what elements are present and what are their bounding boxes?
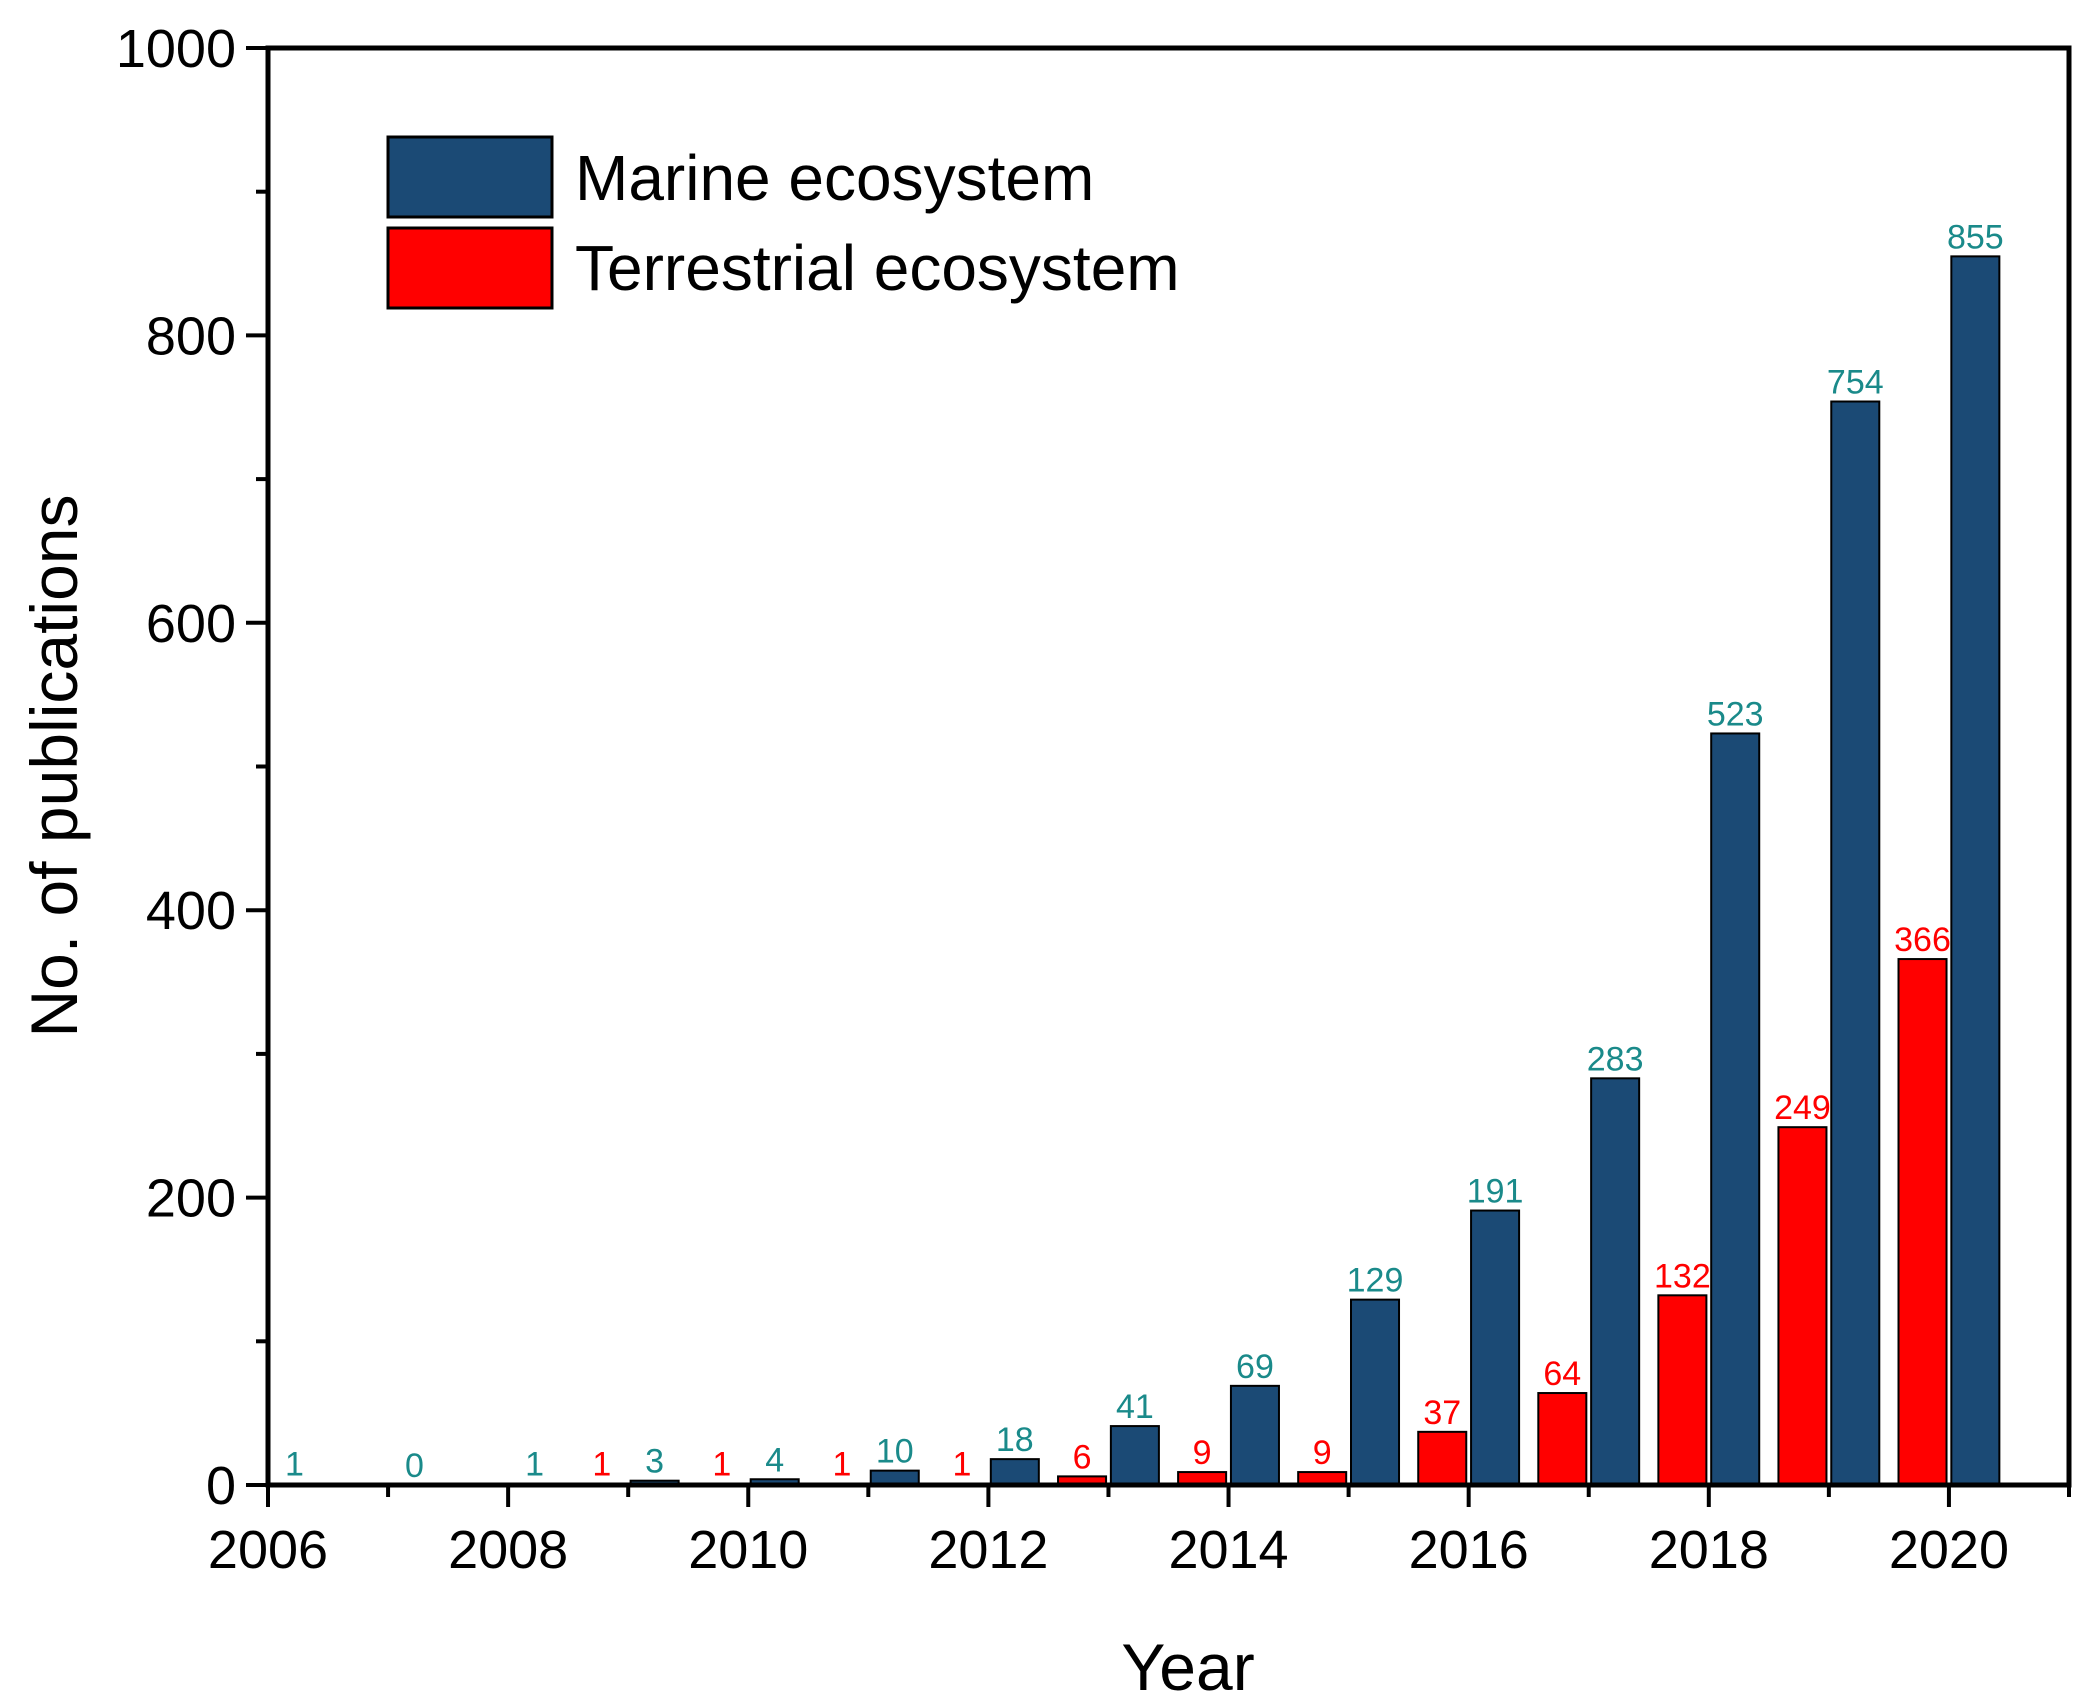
legend-label-marine: Marine ecosystem	[575, 142, 1094, 214]
x-tick-label-2020: 2020	[1889, 1520, 2009, 1580]
value-label-marine-2011: 10	[876, 1433, 914, 1471]
value-label-terrestrial-2016: 37	[1423, 1394, 1461, 1432]
bar-terrestrial-2018	[1657, 1294, 1708, 1487]
value-label-marine-2008: 1	[525, 1446, 544, 1484]
bars-layer	[269, 255, 2001, 1487]
x-tick-label-2014: 2014	[1168, 1520, 1288, 1580]
bar-terrestrial-2019	[1777, 1126, 1828, 1486]
value-label-marine-2014: 69	[1236, 1348, 1274, 1386]
y-tick-label-1000: 1000	[116, 19, 236, 79]
bar-marine-2013	[1109, 1425, 1160, 1487]
value-label-marine-2006: 1	[285, 1446, 304, 1484]
value-label-terrestrial-2012: 1	[953, 1446, 972, 1484]
x-tick-label-2018: 2018	[1649, 1520, 1769, 1580]
bar-terrestrial-2017	[1537, 1392, 1588, 1486]
y-axis-title: No. of publications	[17, 495, 91, 1038]
bar-marine-2017	[1590, 1077, 1641, 1486]
value-label-terrestrial-2018: 132	[1654, 1257, 1711, 1295]
bar-marine-2015	[1350, 1298, 1401, 1486]
value-label-terrestrial-2015: 9	[1313, 1434, 1332, 1472]
y-tick-label-600: 600	[146, 594, 236, 654]
y-tick-label-200: 200	[146, 1169, 236, 1229]
value-label-marine-2010: 4	[765, 1441, 784, 1479]
x-axis-title: Year	[1121, 1630, 1254, 1702]
value-label-marine-2013: 41	[1116, 1388, 1154, 1426]
value-label-marine-2020: 855	[1947, 218, 2004, 256]
value-label-marine-2012: 18	[996, 1421, 1034, 1459]
x-tick-label-2010: 2010	[688, 1520, 808, 1580]
legend-label-terrestrial: Terrestrial ecosystem	[575, 232, 1180, 304]
value-label-terrestrial-2013: 6	[1073, 1438, 1092, 1476]
value-label-marine-2016: 191	[1467, 1173, 1524, 1211]
value-label-marine-2019: 754	[1827, 364, 1884, 402]
x-tick-label-2012: 2012	[928, 1520, 1048, 1580]
y-tick-label-400: 400	[146, 881, 236, 941]
bar-terrestrial-2020	[1897, 958, 1948, 1486]
legend-swatch-terrestrial	[386, 226, 554, 310]
x-tick-label-2006: 2006	[208, 1520, 328, 1580]
bar-terrestrial-2016	[1417, 1430, 1468, 1487]
value-label-marine-2007: 0	[405, 1447, 424, 1485]
value-label-terrestrial-2009: 1	[592, 1446, 611, 1484]
bar-marine-2020	[1950, 255, 2001, 1486]
value-label-marine-2015: 129	[1347, 1262, 1404, 1300]
value-label-terrestrial-2020: 366	[1894, 921, 1951, 959]
value-label-terrestrial-2017: 64	[1543, 1355, 1581, 1393]
value-label-terrestrial-2019: 249	[1774, 1089, 1831, 1127]
value-label-marine-2018: 523	[1707, 695, 1764, 733]
bar-marine-2014	[1229, 1384, 1280, 1487]
value-label-terrestrial-2011: 1	[832, 1446, 851, 1484]
value-label-marine-2017: 283	[1587, 1040, 1644, 1078]
legend-swatch-marine	[386, 135, 554, 219]
ticks-layer: 2006 2008 2010 2012 2014 2016 2018 2020 0 200 400 6…	[116, 19, 2071, 1580]
y-tick-label-0: 0	[206, 1456, 236, 1516]
y-tick-label-800: 800	[146, 306, 236, 366]
x-tick-label-2016: 2016	[1409, 1520, 1529, 1580]
value-label-marine-2009: 3	[645, 1443, 664, 1481]
bar-marine-2019	[1830, 400, 1881, 1487]
legend: Marine ecosystem Terrestrial ecosystem	[386, 135, 1180, 310]
value-label-terrestrial-2010: 1	[712, 1446, 731, 1484]
bar-marine-2016	[1470, 1209, 1521, 1486]
value-label-terrestrial-2014: 9	[1193, 1434, 1212, 1472]
bar-marine-2012	[989, 1458, 1040, 1487]
bar-marine-2018	[1710, 732, 1761, 1486]
x-tick-label-2008: 2008	[448, 1520, 568, 1580]
